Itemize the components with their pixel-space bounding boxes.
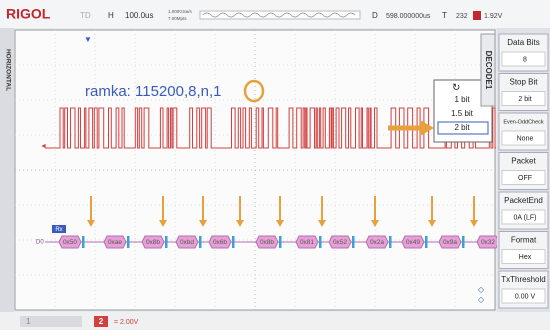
- frame-value: 0x9a: [443, 239, 457, 246]
- run-state: TD: [80, 11, 91, 20]
- timebase-label: H: [108, 11, 114, 20]
- stop-marker: [165, 236, 168, 248]
- trigger-level: 1.92V: [484, 13, 503, 20]
- nav-arrows: ◇: [478, 285, 485, 294]
- menu-value: OFF: [518, 175, 532, 182]
- frame-value: 0x2a: [370, 239, 384, 246]
- ch2: 2: [99, 317, 104, 326]
- menu-value: 0A (LF): [514, 214, 537, 221]
- frame-value: 0x8b: [260, 239, 274, 246]
- stop-marker: [279, 236, 282, 248]
- menu-label: Data Bits: [507, 38, 539, 47]
- stop-marker: [462, 236, 465, 248]
- menu-label: Stop Bit: [509, 78, 538, 87]
- frame-value: 0x50: [63, 239, 77, 246]
- footer: [0, 312, 550, 330]
- bus-name: Rx: [55, 227, 62, 233]
- annotation: ramka: 115200,8,n,1: [85, 83, 221, 100]
- stop-marker: [352, 236, 355, 248]
- menu-value: None: [517, 135, 534, 142]
- frame-value: 0x8b: [146, 239, 160, 246]
- scope-screen: RIGOL TD H 100.0us 1.000GSa/s 7.00Mpts D…: [0, 0, 550, 330]
- stop-marker: [232, 236, 235, 248]
- menu-title: DECODE1: [484, 51, 493, 90]
- stop-marker: [389, 236, 392, 248]
- side-label: HORIZONTAL: [4, 49, 11, 91]
- ch1: 1: [26, 317, 31, 326]
- popup-back[interactable]: ↻: [452, 83, 460, 94]
- frame-value: 0xae: [108, 239, 122, 246]
- menu-value: Hex: [519, 254, 532, 261]
- brand: RIGOL: [6, 6, 51, 22]
- menu-value: 2 bit: [518, 96, 531, 103]
- frame-value: 0x6b: [213, 239, 227, 246]
- ch2-marker: ◄: [40, 143, 47, 150]
- delay-label: D: [372, 11, 378, 20]
- popup-option[interactable]: 1.5 bit: [451, 109, 474, 118]
- menu-value: 8: [523, 56, 527, 63]
- popup-option[interactable]: 1 bit: [454, 95, 470, 104]
- trigger-code: 232: [456, 13, 468, 20]
- frame-value: 0xbd: [180, 239, 194, 246]
- delay: 598.000000us: [386, 13, 431, 20]
- sample-rate: 1.000GSa/s: [168, 9, 193, 14]
- trigger-label: T: [442, 11, 447, 20]
- menu-label: TxThreshold: [501, 275, 545, 284]
- popup-option[interactable]: 2 bit: [454, 123, 470, 132]
- frame-value: 0x32: [481, 239, 495, 246]
- menu-label: PacketEnd: [504, 196, 543, 205]
- stop-marker: [199, 236, 202, 248]
- nav-arrows: ◇: [478, 295, 485, 304]
- menu-label: Packet: [511, 157, 536, 166]
- menu-label: Even-OddCheck: [503, 119, 544, 125]
- menu-label: Format: [511, 236, 537, 245]
- stop-marker: [127, 236, 130, 248]
- stop-marker: [319, 236, 322, 248]
- frame-value: 0x81: [300, 239, 314, 246]
- decode-marker: D0: [36, 240, 44, 246]
- memory-bar: [200, 11, 360, 19]
- timebase: 100.0us: [125, 11, 153, 20]
- menu-items: Data Bits 8 Stop Bit 2 bit Even-OddCheck None…: [499, 34, 548, 308]
- stop-marker: [425, 236, 428, 248]
- trigger-source: [473, 11, 481, 20]
- frame-value: 0x52: [333, 239, 347, 246]
- trigger-position: ▼: [84, 35, 92, 44]
- frame-value: 0x49: [406, 239, 420, 246]
- memory-depth: 7.00Mpts: [168, 16, 187, 21]
- ch2-scale: = 2.00V: [114, 319, 139, 326]
- stop-marker: [82, 236, 85, 248]
- menu-value: 0.00 V: [515, 293, 536, 300]
